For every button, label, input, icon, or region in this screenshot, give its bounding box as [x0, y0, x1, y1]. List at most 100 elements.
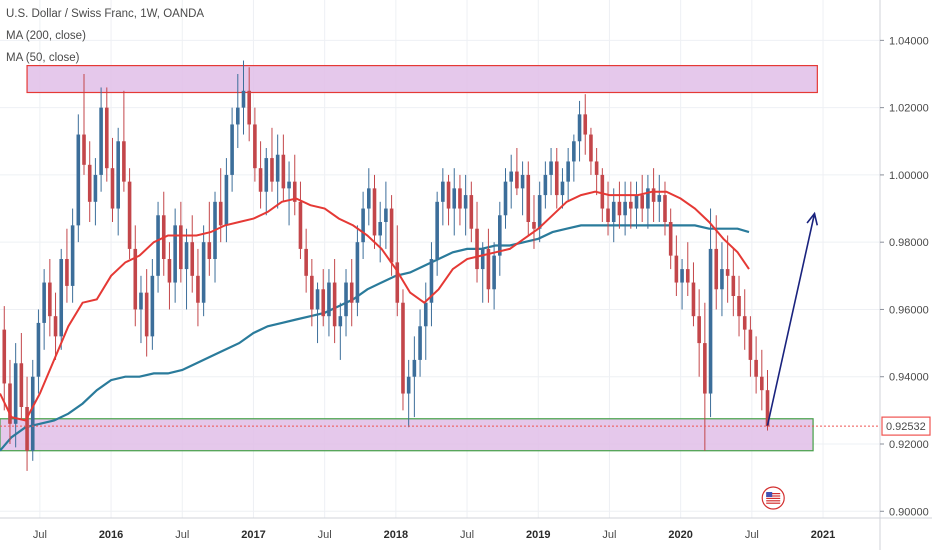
ma200-line [0, 224, 750, 452]
last-price-tag [881, 416, 931, 436]
candle-body [133, 248, 138, 310]
symbol-title[interactable]: U.S. Dollar / Swiss Franc, 1W, OANDA [6, 8, 205, 20]
candle-body [99, 107, 103, 175]
candle-body [423, 302, 428, 327]
time-tick-label: Jul [175, 529, 189, 541]
candle-body [731, 275, 736, 296]
support-zone [0, 418, 814, 452]
candle-body [82, 134, 86, 165]
candle-body [42, 282, 46, 323]
candle-body [418, 326, 422, 360]
candle-body [127, 181, 132, 249]
candle-body [663, 195, 667, 222]
time-tick-label: 2021 [811, 529, 835, 541]
candle-body [594, 161, 599, 175]
candle-body [48, 282, 52, 317]
candle-body [543, 174, 548, 196]
candle-body [748, 329, 753, 360]
candle-body [25, 407, 29, 451]
price-tick-label: 0.96000 [889, 304, 929, 316]
candle-body [611, 201, 616, 222]
candle-body [207, 242, 212, 259]
candle-body [275, 154, 280, 182]
time-tick-label: 2016 [99, 529, 123, 541]
candle-body [372, 188, 377, 236]
candle-body [310, 275, 314, 310]
price-tick-label: 1.02000 [889, 103, 929, 115]
resistance-zone [26, 64, 818, 94]
candle-body [720, 269, 724, 290]
candle-body [116, 141, 120, 209]
candle-body [292, 181, 297, 202]
candle-body [144, 292, 149, 337]
candle-body [714, 248, 719, 290]
ma50-legend[interactable]: MA (50, close) [6, 52, 80, 64]
us-flag-icon-canton [766, 492, 773, 497]
candle-body [526, 174, 531, 222]
candle-body [765, 390, 770, 427]
candle-body [361, 208, 365, 243]
ma50-layer [0, 190, 750, 422]
candle-body [668, 222, 673, 256]
candle-body [70, 225, 75, 286]
candle-body [253, 124, 257, 169]
candle-body [469, 195, 474, 229]
projection-arrow-line [766, 213, 816, 426]
candle-body [304, 248, 308, 276]
candle-body [572, 141, 576, 162]
candle-body [247, 90, 251, 125]
ma200-legend[interactable]: MA (200, close) [6, 30, 86, 42]
last-price-label: 0.92532 [886, 421, 926, 433]
time-tick-label: 2018 [384, 529, 408, 541]
candle-body [139, 292, 143, 310]
candle-body [634, 195, 639, 209]
price-tick-label: 0.98000 [889, 237, 929, 249]
candle-body [463, 195, 468, 209]
candle-body [617, 201, 622, 216]
annotations [0, 211, 880, 510]
candle-body [156, 215, 160, 276]
us-flag-icon-stripe [766, 495, 781, 497]
price-tick-label: 0.92000 [889, 439, 929, 451]
candles [2, 60, 770, 471]
candle-body [629, 201, 633, 209]
candle-body [458, 188, 462, 209]
candle-body [327, 282, 331, 317]
candle-body [441, 181, 445, 202]
candle-body [560, 181, 565, 196]
candle-body [520, 174, 525, 189]
candle-body [218, 201, 223, 226]
candle-body [606, 208, 610, 222]
candle-body [583, 114, 588, 135]
candle-body [475, 228, 479, 270]
time-tick-label: Jul [318, 529, 332, 541]
candle-body [224, 174, 229, 226]
price-tick-label: 1.04000 [889, 35, 929, 47]
candle-body [640, 195, 645, 209]
candle-body [697, 316, 701, 344]
candle-body [338, 316, 343, 327]
time-tick-label: Jul [602, 529, 616, 541]
candle-body [110, 168, 115, 209]
time-tick-label: Jul [745, 529, 759, 541]
us-flag-icon-stripe [766, 497, 781, 499]
candle-body [429, 259, 434, 303]
candle-body [452, 188, 457, 209]
candle-body [150, 275, 155, 337]
candle-body [549, 161, 553, 175]
candle-body [651, 188, 656, 202]
candle-body [532, 222, 536, 229]
candle-body [36, 322, 41, 377]
candle-body [298, 201, 303, 249]
candle-body [349, 282, 354, 303]
candle-body [76, 134, 81, 226]
candle-body [389, 208, 394, 263]
candle-body [384, 208, 388, 222]
candle-body [589, 134, 593, 162]
us-flag-icon-stripe [766, 500, 781, 502]
candle-body [446, 181, 451, 209]
candle-body [30, 376, 35, 451]
